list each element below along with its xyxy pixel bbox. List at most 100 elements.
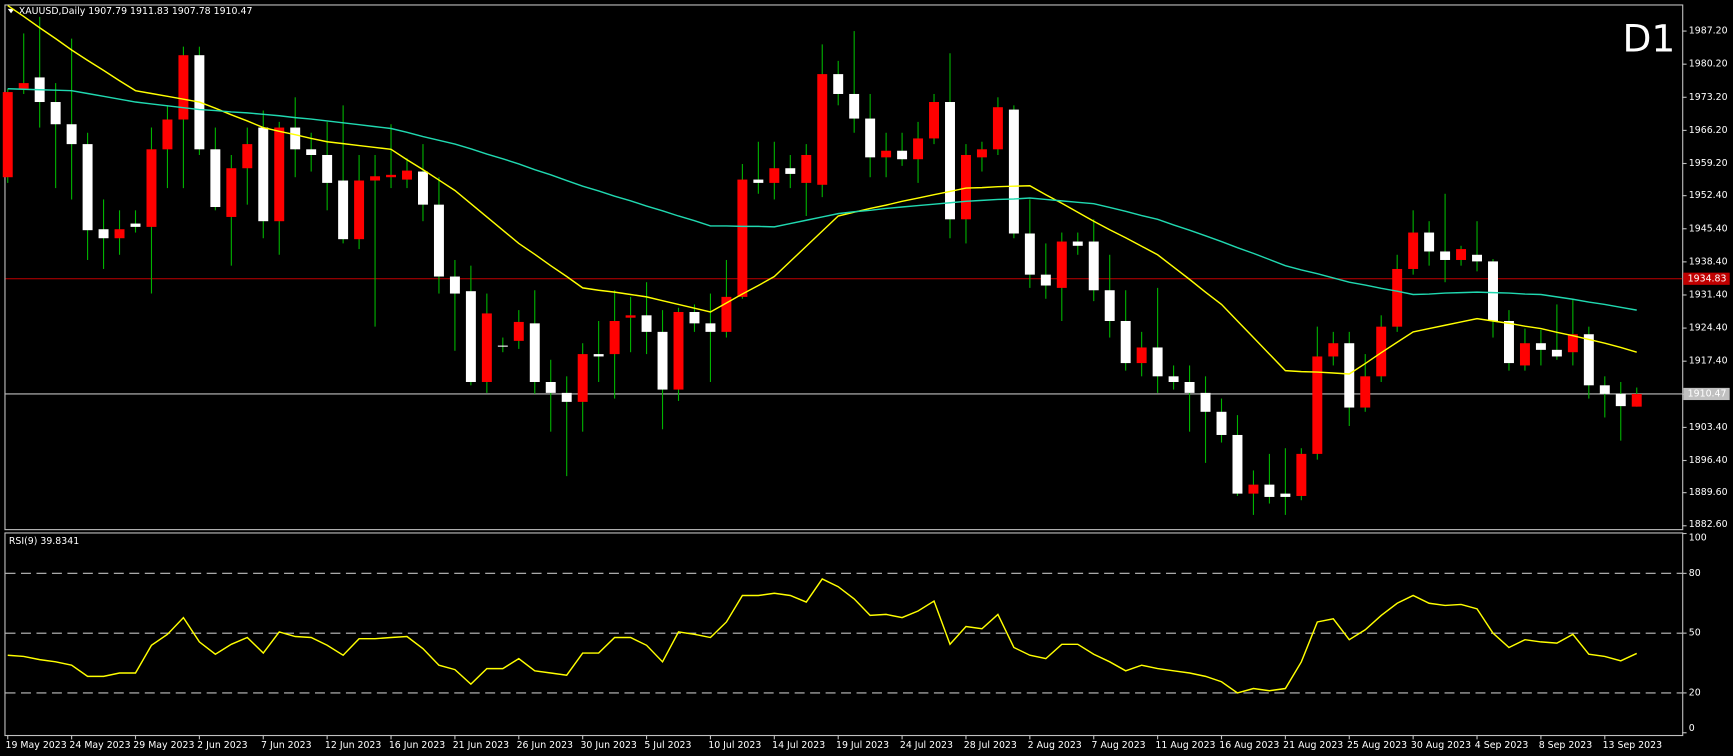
candle-body [545, 382, 556, 393]
y-tick-label: 1924.40 [1689, 323, 1728, 334]
candle-body [354, 180, 365, 240]
candle-body [1136, 347, 1147, 364]
candle-body [481, 313, 492, 383]
candle-body [705, 323, 716, 332]
candle-body [114, 229, 125, 239]
x-tick-label: 26 Jun 2023 [517, 740, 573, 751]
candle-body [338, 180, 349, 240]
y-tick-label: 1938.40 [1689, 256, 1728, 267]
x-tick-label: 2 Jun 2023 [197, 740, 248, 751]
candle-body [976, 149, 987, 158]
y-tick-label: 80 [1689, 568, 1701, 579]
candle-body [162, 119, 173, 150]
candle-body [1104, 290, 1115, 321]
candle-body [1503, 320, 1514, 364]
candle-body [897, 150, 908, 160]
symbol-menu-arrow[interactable] [7, 8, 15, 14]
candle-body [753, 179, 764, 183]
candle-body [210, 149, 221, 208]
candle-body [1056, 241, 1067, 288]
candle-body [242, 144, 253, 169]
candle-body [465, 291, 476, 383]
candle-body [1248, 484, 1259, 494]
candle-body [1376, 326, 1387, 377]
candle-body [737, 179, 748, 297]
y-tick-label: 1903.40 [1689, 422, 1728, 433]
candle-body [1200, 392, 1211, 412]
candle-body [82, 144, 93, 231]
candle-body [689, 312, 700, 324]
y-tick-label: 1987.20 [1689, 26, 1728, 37]
x-tick-label: 30 Aug 2023 [1411, 740, 1471, 751]
x-tick-label: 10 Jul 2023 [708, 740, 761, 751]
candle-body [386, 174, 397, 178]
candle-body [98, 229, 109, 239]
candle-body [417, 171, 428, 205]
x-tick-label: 7 Jun 2023 [261, 740, 312, 751]
candle-body [625, 315, 636, 318]
candle-body [1264, 484, 1275, 497]
price-label: 1910.47 [1688, 388, 1727, 399]
candle-body [402, 170, 412, 180]
candle-body [1488, 261, 1498, 321]
y-tick-label: 1980.20 [1689, 59, 1728, 70]
price-label-box [1683, 387, 1730, 401]
y-tick-label: 20 [1689, 687, 1701, 698]
x-tick-label: 29 May 2023 [133, 740, 194, 751]
candle-body [992, 107, 1003, 150]
y-tick-label: 100 [1689, 532, 1707, 543]
moving-average [7, 88, 1637, 311]
candle-body [1344, 343, 1355, 408]
rsi-header: RSI(9) 39.8341 [9, 536, 79, 547]
candle-body [1088, 241, 1099, 291]
candle-body [960, 154, 971, 220]
y-tick-label: 1931.40 [1689, 289, 1728, 300]
x-tick-label: 16 Jun 2023 [389, 740, 445, 751]
timeframe-label: D1 [1622, 16, 1675, 60]
y-tick-label: 1973.20 [1689, 92, 1728, 103]
candle-body [226, 168, 237, 217]
candle-body [146, 149, 157, 227]
x-tick-label: 19 May 2023 [6, 740, 67, 751]
candle-body [785, 168, 796, 174]
candle-body [833, 74, 844, 94]
candle-body [306, 149, 317, 155]
candle-body [274, 127, 285, 222]
y-tick-label: 1959.20 [1689, 158, 1728, 169]
x-tick-label: 13 Sep 2023 [1603, 740, 1662, 751]
candle-body [721, 296, 732, 332]
candle-body [1072, 241, 1083, 246]
y-tick-label: 0 [1689, 723, 1695, 734]
candle-body [66, 124, 77, 145]
candle-body [1360, 376, 1371, 408]
candle-body [1328, 343, 1339, 357]
candle-body [769, 168, 780, 183]
y-tick-label: 1882.60 [1689, 519, 1728, 530]
candle-body [1519, 343, 1530, 366]
candle-body [913, 138, 924, 160]
x-tick-label: 11 Aug 2023 [1155, 740, 1215, 751]
y-tick-label: 50 [1689, 628, 1701, 639]
candle-body [1408, 232, 1419, 269]
candle-body [322, 154, 333, 183]
candle-body [561, 392, 572, 402]
candle-body [673, 312, 684, 390]
candle-body [1392, 268, 1403, 327]
candle-body [1168, 376, 1179, 383]
candle-body [1280, 493, 1291, 497]
candle-body [1120, 320, 1131, 364]
candle-body [2, 92, 13, 178]
candle-body [609, 320, 620, 355]
candle-body [865, 118, 876, 158]
x-tick-label: 14 Jul 2023 [772, 740, 825, 751]
y-tick-label: 1952.40 [1689, 190, 1728, 201]
y-tick-label: 1917.40 [1689, 356, 1728, 367]
candle-body [1567, 334, 1578, 353]
rsi-line [7, 578, 1638, 694]
x-tick-label: 19 Jul 2023 [836, 740, 889, 751]
x-tick-label: 21 Jun 2023 [453, 740, 509, 751]
candle-body [50, 102, 61, 125]
candle-body [577, 354, 588, 402]
candle-body [497, 345, 508, 347]
candle-body [370, 176, 381, 181]
